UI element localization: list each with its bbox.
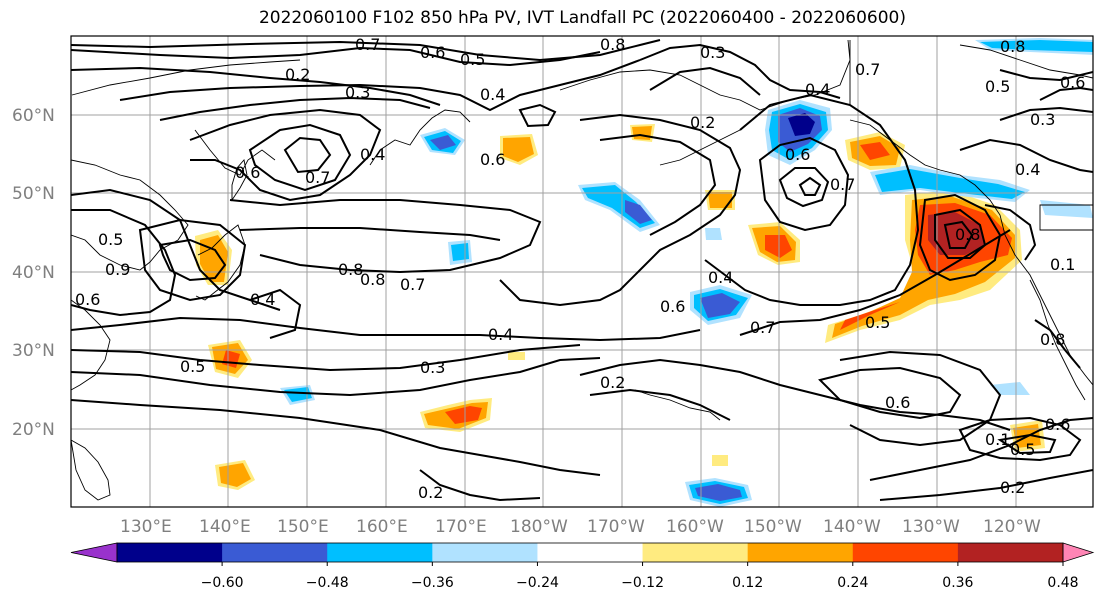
contour-label: 0.7 — [855, 60, 880, 79]
contour-label: 0.4 — [250, 290, 275, 309]
contour-label: 0.8 — [360, 270, 385, 289]
colorbar-segment — [957, 543, 1064, 562]
contour-label: 0.1 — [1050, 255, 1075, 274]
contour-label: 0.2 — [1000, 478, 1025, 497]
coastlines — [71, 39, 1093, 501]
lon-label: 170°E — [435, 517, 487, 537]
contour-label: 0.6 — [1060, 73, 1085, 92]
contour-label: 0.3 — [420, 358, 445, 377]
lat-labels: 60°N 50°N 40°N 30°N 20°N — [12, 106, 55, 440]
contour-label: 0.6 — [420, 43, 445, 62]
contour-label: 0.8 — [600, 35, 625, 54]
contour-label: 0.4 — [1015, 160, 1040, 179]
contour-label: 0.6 — [885, 393, 910, 412]
colorbar-tick-label: 0.12 — [732, 575, 763, 591]
contour-label: 0.5 — [985, 77, 1010, 96]
lon-label: 120°W — [983, 517, 1041, 537]
contour-label: 0.3 — [345, 83, 370, 102]
colorbar-frame — [116, 542, 1064, 563]
colorbar-segment — [852, 543, 959, 562]
colorbar-segment — [117, 543, 223, 562]
map-title: 2022060100 F102 850 hPa PV, IVT Landfall… — [258, 8, 906, 28]
contour-label: 0.6 — [480, 150, 505, 169]
contour-label: 0.4 — [360, 145, 385, 164]
lat-label: 30°N — [12, 341, 55, 361]
contour-label: 0.2 — [600, 373, 625, 392]
contour-label: 0.5 — [865, 313, 890, 332]
gridlines — [71, 36, 1093, 507]
lon-labels: 130°E 140°E 150°E 160°E 170°E 180°W 170°… — [120, 517, 1041, 537]
contour-label: 0.4 — [805, 80, 830, 99]
colorbar-tick-label: 0.48 — [1047, 575, 1078, 591]
contour-label: 0.2 — [418, 483, 443, 502]
contour-label: 0.4 — [480, 85, 505, 104]
lat-label: 40°N — [12, 263, 55, 283]
colorbar-tick-label: −0.60 — [201, 575, 244, 591]
colorbar-tick-label: 0.24 — [837, 575, 868, 591]
lon-label: 130°E — [120, 517, 172, 537]
colorbar-tick-label: −0.36 — [411, 575, 454, 591]
lon-label: 180°W — [510, 517, 568, 537]
lat-label: 60°N — [12, 106, 55, 126]
contour-label: 0.3 — [1030, 110, 1055, 129]
colorbar-extend-right — [1062, 542, 1095, 563]
contour-label: 0.5 — [460, 50, 485, 69]
map-frame — [70, 35, 1094, 508]
lon-label: 140°W — [823, 517, 881, 537]
contour-label: 0.6 — [235, 163, 260, 182]
contour-label: 0.7 — [400, 275, 425, 294]
colorbar-tick-label: −0.48 — [306, 575, 349, 591]
colorbar-segment — [432, 543, 538, 562]
contour-label: 0.7 — [830, 175, 855, 194]
colorbar-segment — [642, 543, 749, 562]
lon-label: 160°W — [666, 517, 724, 537]
contour-label: 0.7 — [355, 35, 380, 54]
lon-label: 150°W — [744, 517, 802, 537]
pv-contours — [71, 39, 1093, 502]
contour-label: 0.6 — [660, 297, 685, 316]
colorbar-segment — [222, 543, 328, 562]
lon-label: 140°E — [199, 517, 251, 537]
colorbar-segment — [327, 543, 433, 562]
contour-label: 0.8 — [955, 225, 980, 244]
contour-label: 0.2 — [285, 65, 310, 84]
contour-label: 0.4 — [488, 325, 513, 344]
contour-label: 0.6 — [1045, 415, 1070, 434]
contour-label: 0.6 — [785, 145, 810, 164]
colorbar-tick-label: −0.12 — [621, 575, 664, 591]
contour-label: 0.4 — [708, 268, 733, 287]
contour-label: 0.1 — [985, 430, 1010, 449]
lat-label: 50°N — [12, 184, 55, 204]
colorbar: −0.60 −0.48 −0.36 −0.24 −0.12 0.12 0.24 0.36 0.4… — [70, 542, 1095, 591]
lon-label: 170°W — [587, 517, 645, 537]
lat-label: 20°N — [12, 420, 55, 440]
contour-labels: 0.7 0.6 0.5 0.8 0.3 0.8 0.2 0.3 0.4 0.4 … — [75, 35, 1085, 502]
colorbar-extend-left — [70, 542, 118, 563]
lon-label: 130°W — [902, 517, 960, 537]
contour-label: 0.7 — [750, 318, 775, 337]
lon-label: 160°E — [356, 517, 408, 537]
contour-label: 0.5 — [1010, 440, 1035, 459]
contour-label: 0.6 — [75, 290, 100, 309]
lon-label: 150°E — [277, 517, 329, 537]
contour-label: 0.5 — [180, 357, 205, 376]
colorbar-segment — [537, 543, 644, 562]
contour-label: 0.8 — [338, 260, 363, 279]
contour-label: 0.7 — [305, 168, 330, 187]
contour-label: 0.2 — [690, 113, 715, 132]
colorbar-tick-label: 0.36 — [942, 575, 973, 591]
contour-label: 0.3 — [700, 43, 725, 62]
colorbar-tick-label: −0.24 — [516, 575, 559, 591]
contour-label: 0.8 — [1040, 330, 1065, 349]
pv-shading — [195, 38, 1093, 507]
contour-label: 0.8 — [1000, 37, 1025, 56]
contour-label: 0.5 — [98, 230, 123, 249]
colorbar-segment — [747, 543, 854, 562]
contour-label: 0.9 — [105, 260, 130, 279]
